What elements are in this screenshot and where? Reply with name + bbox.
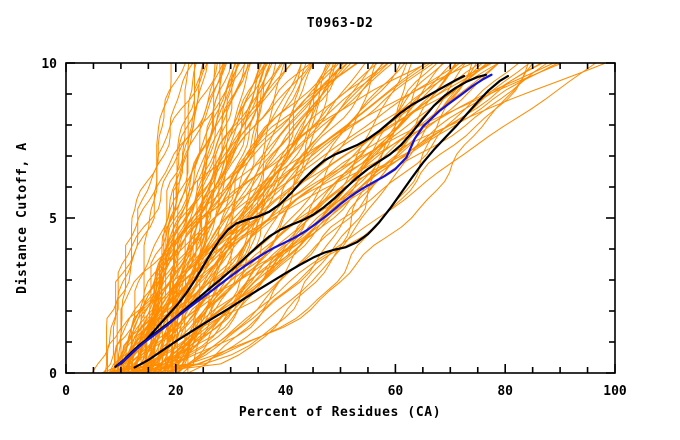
ensemble-curve	[142, 63, 237, 373]
series-black-lower	[133, 74, 510, 369]
ensemble-curve	[113, 63, 338, 373]
ensemble-curve	[135, 63, 445, 373]
ensemble-curve	[175, 63, 543, 373]
ensemble-curve	[146, 63, 435, 373]
y-axis-title: Distance Cutoff, A	[15, 142, 30, 294]
ensemble-curve	[134, 63, 273, 373]
series-blue-target	[117, 73, 493, 367]
ensemble-curve	[143, 63, 332, 373]
axis-frame: 0 20 40 60 80 100 0 5 10	[41, 57, 627, 399]
series-black-upper	[119, 74, 466, 365]
ensemble-curve	[91, 63, 246, 373]
ensemble-curve	[123, 63, 529, 373]
ensemble-curve	[133, 63, 461, 373]
ensemble-curve	[125, 63, 548, 373]
ensemble-curve	[106, 63, 208, 373]
ensemble-curve	[127, 63, 554, 373]
ensemble-curve	[112, 63, 312, 373]
x-tick-label: 0	[62, 384, 70, 399]
highlight-series-layer	[114, 73, 510, 369]
y-tick-label: 0	[49, 367, 57, 382]
ensemble-curve	[120, 63, 559, 373]
page-title: T0963-D2	[306, 16, 374, 31]
ensemble-curve	[128, 63, 302, 373]
ensemble-curve	[131, 63, 431, 373]
ensemble-curve	[187, 63, 481, 373]
ensemble-curve	[126, 63, 520, 373]
ensemble-curve	[103, 63, 337, 373]
ensemble-curve	[131, 63, 172, 373]
ensemble-curve	[166, 63, 389, 373]
x-tick-label: 80	[497, 384, 513, 399]
ensemble-curve	[177, 63, 597, 373]
y-tick-label: 5	[49, 212, 57, 227]
x-tick-label: 100	[603, 384, 627, 399]
ensemble-curve	[118, 63, 428, 373]
ensemble-curve	[138, 63, 358, 373]
ensemble-curve	[130, 63, 282, 373]
x-tick-label: 20	[168, 384, 184, 399]
ensemble-curve	[143, 63, 208, 373]
ensemble-curve	[144, 63, 352, 373]
x-axis-title: Percent of Residues (CA)	[239, 405, 441, 420]
ensemble-curve	[114, 63, 474, 373]
tick-marks	[65, 62, 616, 374]
ensemble-curve	[171, 63, 284, 373]
orange-ensemble-layer	[91, 63, 607, 373]
ensemble-curve	[168, 63, 271, 373]
x-tick-label: 60	[388, 384, 404, 399]
ensemble-curve	[116, 63, 194, 373]
ensemble-curve	[130, 63, 425, 373]
ensemble-curve	[187, 63, 457, 373]
tick-labels: 0 20 40 60 80 100 0 5 10	[41, 57, 627, 399]
ensemble-curve	[104, 63, 186, 373]
ensemble-curve	[169, 63, 271, 373]
ensemble-curve	[117, 63, 225, 373]
ensemble-curve	[127, 63, 607, 373]
y-tick-label: 10	[41, 57, 57, 72]
ensemble-curve	[119, 63, 293, 373]
ensemble-curve	[116, 63, 563, 373]
x-tick-label: 40	[278, 384, 294, 399]
